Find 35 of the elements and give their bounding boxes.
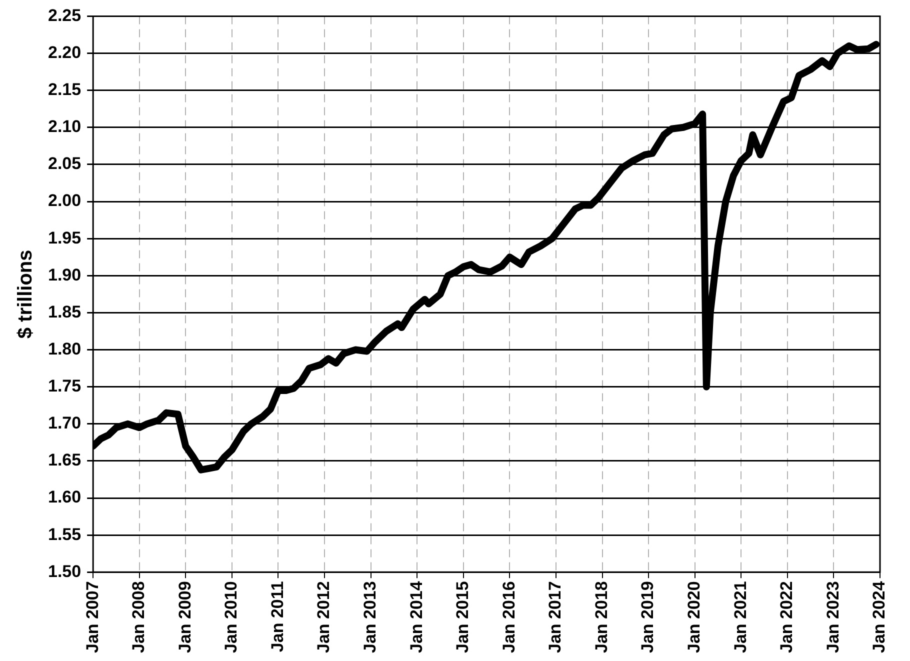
y-tick-label: 1.50 xyxy=(48,562,82,581)
y-tick-label: 2.25 xyxy=(48,6,82,25)
x-tick-label: Jan 2023 xyxy=(823,581,842,654)
y-tick-label: 1.55 xyxy=(48,524,82,544)
y-tick-label: 1.75 xyxy=(48,376,82,396)
y-tick-label: 1.60 xyxy=(48,488,82,507)
x-tick-label: Jan 2024 xyxy=(870,580,889,654)
x-tick-label: Jan 2015 xyxy=(453,581,472,654)
y-tick-label: 1.90 xyxy=(48,265,82,284)
y-tick-label: 2.05 xyxy=(48,154,82,174)
y-tick-label: 1.70 xyxy=(48,414,82,433)
y-tick-label: 1.85 xyxy=(48,302,82,322)
y-tick-label: 2.15 xyxy=(48,80,82,100)
x-tick-label: Jan 2021 xyxy=(730,581,750,654)
y-tick-label: 1.65 xyxy=(48,450,82,470)
x-tick-label: Jan 2010 xyxy=(222,581,241,654)
x-tick-label: Jan 2022 xyxy=(777,581,796,654)
x-tick-label: Jan 2007 xyxy=(82,581,102,654)
x-tick-label: Jan 2018 xyxy=(592,581,611,654)
x-tick-label: Jan 2017 xyxy=(546,581,565,654)
x-tick-label: Jan 2020 xyxy=(684,581,704,654)
x-tick-label: Jan 2011 xyxy=(268,581,287,652)
y-tick-label: 2.00 xyxy=(48,191,82,210)
y-axis-title: $ trillions xyxy=(14,250,37,339)
x-tick-label: Jan 2019 xyxy=(638,581,658,654)
y-tick-label: 1.80 xyxy=(48,339,82,358)
x-tick-label: Jan 2012 xyxy=(314,581,334,654)
x-tick-label: Jan 2009 xyxy=(175,581,194,654)
x-tick-label: Jan 2008 xyxy=(129,581,148,654)
x-tick-label: Jan 2014 xyxy=(406,580,426,654)
y-tick-label: 2.20 xyxy=(48,42,82,62)
x-tick-label: Jan 2013 xyxy=(360,581,380,654)
y-tick-label: 1.95 xyxy=(48,228,82,248)
y-tick-label: 2.10 xyxy=(48,117,82,136)
x-tick-label: Jan 2016 xyxy=(499,581,518,654)
